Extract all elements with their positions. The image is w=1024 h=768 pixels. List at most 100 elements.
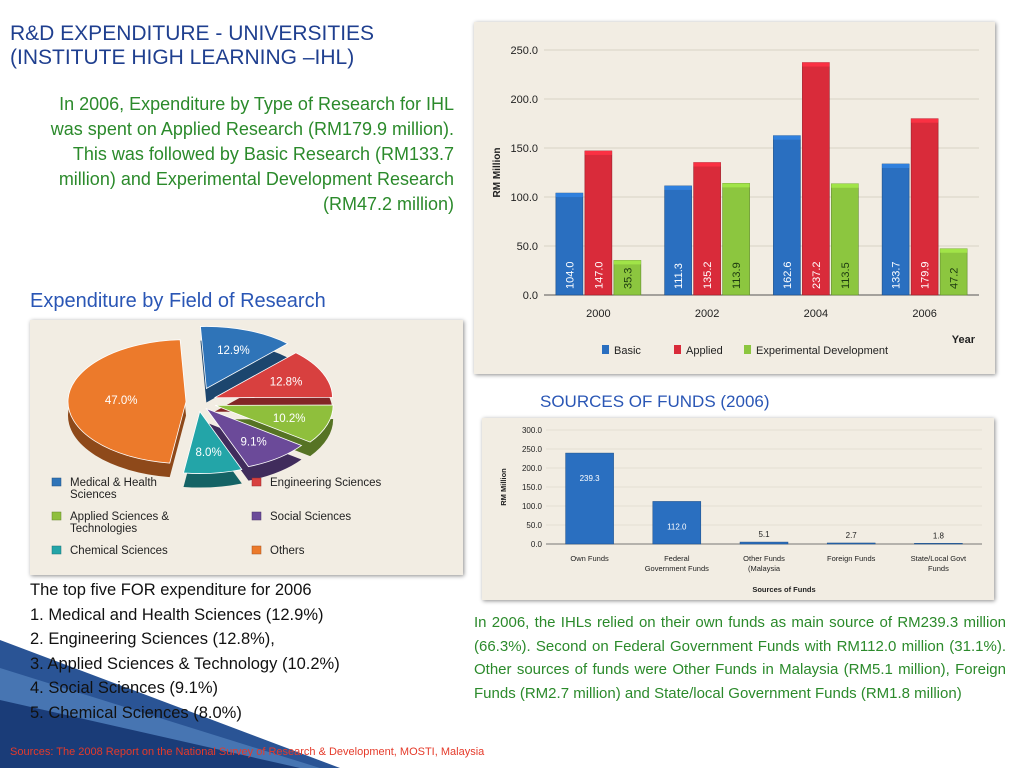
pie-slice — [67, 339, 187, 464]
funds-value-label: 5.1 — [758, 530, 770, 539]
y-tick-label: 200.0 — [522, 464, 543, 473]
bar-experimental-development — [939, 248, 968, 296]
x-tick-label: Funds — [928, 564, 949, 573]
sources-of-funds-heading: SOURCES OF FUNDS (2006) — [540, 392, 770, 411]
funds-bar — [914, 543, 963, 545]
legend-swatch — [51, 545, 62, 555]
bar-cap — [693, 162, 721, 167]
x-tick-label: Other Funds — [743, 554, 785, 563]
bar-value-label: 113.9 — [731, 262, 743, 289]
bar-applied — [693, 162, 721, 296]
bar-cap — [773, 135, 801, 140]
intro-paragraph: In 2006, Expenditure by Type of Research… — [50, 94, 454, 214]
y-tick-label: 100.0 — [522, 502, 543, 511]
legend-swatch — [251, 477, 262, 487]
funds-value-label: 239.3 — [580, 474, 601, 483]
bar-value-label: 47.2 — [949, 268, 961, 289]
legend-label: Technologies — [70, 523, 137, 535]
bar-basic — [881, 163, 910, 296]
bar-applied — [584, 150, 613, 296]
x-tick-label: Foreign Funds — [827, 554, 876, 563]
pie-slice — [183, 410, 243, 474]
x-tick-label: 2006 — [912, 308, 936, 320]
bar-value-label: 113.5 — [840, 262, 852, 289]
source-note: Sources: The 2008 Report on the National… — [10, 746, 485, 758]
legend-label: Others — [270, 545, 305, 557]
bar-value-label: 35.3 — [622, 268, 634, 289]
bar-experimental-development — [831, 183, 859, 296]
top-five-heading: The top five FOR expenditure for 2006 — [30, 581, 312, 599]
page-title: R&D EXPENDITURE - UNIVERSITIES (INSTITUT… — [10, 22, 470, 70]
funds-value-label: 2.7 — [846, 531, 858, 540]
x-axis-label: Sources of Funds — [752, 585, 815, 594]
y-axis-label: RM Million — [499, 468, 508, 506]
y-tick-label: 150.0 — [522, 483, 543, 492]
funds-paragraph: In 2006, the IHLs relied on their own fu… — [474, 614, 1006, 702]
bar-cap — [802, 62, 830, 67]
legend-label: Engineering Sciences — [270, 477, 381, 489]
decorative-swoosh — [0, 640, 340, 768]
bar-cap — [882, 163, 910, 168]
funds-bar — [826, 542, 876, 545]
bar-cap — [584, 150, 612, 155]
x-tick-label: State/Local Govt — [911, 554, 967, 563]
y-tick-label: 0.0 — [523, 290, 538, 302]
top-five-item: 3. Applied Sciences & Technology (10.2%) — [30, 654, 340, 673]
legend-swatch — [251, 545, 262, 555]
pie-chart: 12.9% 12.8% 10.2% 9.1% 8.0% 47.0% Medical & He… — [51, 326, 381, 557]
y-tick-label: 250.0 — [510, 45, 538, 57]
pie-value-label: 47.0% — [105, 395, 138, 407]
top-five-item: 1. Medical and Health Sciences (12.9%) — [30, 605, 324, 624]
bar-cap — [911, 118, 939, 123]
funds-value-label: 1.8 — [933, 531, 945, 540]
bar-cap — [664, 185, 692, 190]
pie-chart-panel: 12.9% 12.8% 10.2% 9.1% 8.0% 47.0% Medical & He… — [30, 320, 463, 575]
legend-label: Social Sciences — [270, 511, 351, 523]
bar-cap — [940, 248, 968, 253]
pie-value-label: 12.8% — [270, 376, 303, 388]
pie-slice — [200, 326, 289, 390]
x-axis-label: Year — [952, 334, 976, 346]
research-type-chart-panel: 0.0 50.0 100.0 150.0 200.0 250.0 RM Million 104… — [474, 22, 995, 374]
bar-basic — [555, 192, 584, 296]
title-line-2: (INSTITUTE HIGH LEARNING –IHL) — [10, 46, 355, 69]
legend-label: Applied — [686, 345, 723, 357]
legend-swatch — [744, 345, 751, 354]
funds-bar — [565, 452, 614, 545]
legend-swatch — [602, 345, 609, 354]
top-five-item: 2. Engineering Sciences (12.8%), — [30, 630, 275, 648]
y-axis-label: RM Million — [492, 148, 503, 198]
field-of-research-heading: Expenditure by Field of Research — [30, 290, 326, 312]
bar-cap — [831, 183, 859, 188]
y-tick-label: 250.0 — [522, 445, 543, 454]
bar-value-label: 133.7 — [891, 261, 903, 289]
sources-of-funds-bar-chart: 0.0 50.0 100.0 150.0 200.0 250.0 300.0 RM Milli… — [499, 426, 982, 594]
legend-label: Medical & Health — [70, 477, 157, 489]
legend-label: Chemical Sciences — [70, 545, 168, 557]
pie-value-label: 10.2% — [273, 413, 306, 425]
bar-experimental-development — [722, 183, 750, 296]
y-tick-label: 100.0 — [510, 192, 538, 204]
y-tick-label: 300.0 — [522, 426, 543, 435]
y-tick-label: 50.0 — [526, 521, 542, 530]
y-tick-label: 150.0 — [510, 143, 538, 155]
pie-slice — [214, 404, 334, 443]
y-tick-label: 50.0 — [517, 241, 538, 253]
funds-value-label: 112.0 — [667, 522, 687, 531]
top-five-item: 5. Chemical Sciences (8.0%) — [30, 703, 242, 722]
research-type-bar-chart: 0.0 50.0 100.0 150.0 200.0 250.0 RM Million 104… — [492, 45, 979, 357]
bar-value-label: 179.9 — [920, 261, 932, 289]
x-tick-label: Own Funds — [570, 554, 609, 563]
pie-value-label: 12.9% — [217, 345, 250, 357]
legend-label: Applied Sciences & — [70, 511, 169, 523]
legend-swatch — [51, 511, 62, 521]
x-tick-label: Government Funds — [645, 564, 709, 573]
x-tick-label: 2002 — [695, 308, 719, 320]
legend-swatch — [51, 477, 62, 487]
x-tick-label: (Malaysia — [748, 564, 781, 573]
legend-swatch — [674, 345, 681, 354]
legend-label: Sciences — [70, 489, 117, 501]
top-five-item: 4. Social Sciences (9.1%) — [30, 679, 219, 697]
funds-bar — [739, 541, 789, 545]
funds-bar — [652, 501, 702, 545]
